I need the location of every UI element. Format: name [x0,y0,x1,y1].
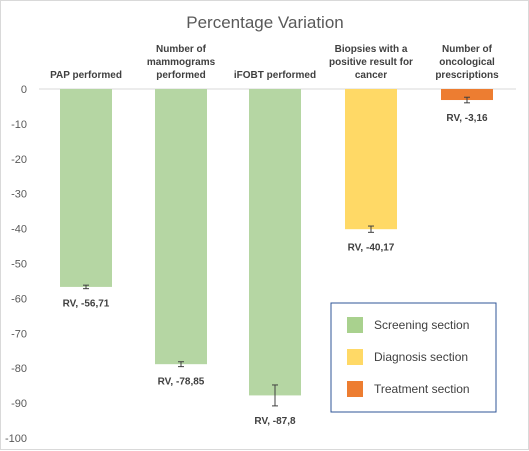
category-label: iFOBT performed [234,70,316,81]
legend-swatch [347,317,363,333]
legend-swatch [347,381,363,397]
bar [441,89,493,101]
category-label: Biopsies with a positive result for cancer [329,44,413,81]
bar [345,89,397,230]
category-labels: PAP performed Number of mammograms performe… [50,44,499,81]
bar [155,89,207,365]
legend-label: Treatment section [374,382,470,396]
data-label: RV, -3,16 [446,113,488,124]
bar [249,89,301,396]
y-tick-label: -80 [11,363,27,375]
data-label: RV, -78,85 [158,377,205,388]
bars [60,89,493,407]
legend-label: Diagnosis section [374,350,468,364]
data-labels: RV, -56,71 RV, -78,85 RV, -87,8 RV, -40,17 R… [63,113,488,427]
data-label: RV, -40,17 [348,242,395,253]
y-tick-label: -40 [11,224,27,236]
y-tick-label: -70 [11,328,27,340]
y-tick-label: -50 [11,259,27,271]
category-label: PAP performed [50,70,122,81]
y-tick-label: -10 [11,119,27,131]
legend-label: Screening section [374,318,469,332]
y-tick-label: 0 [21,84,27,96]
y-tick-label: -30 [11,189,27,201]
legend-swatch [347,349,363,365]
y-tick-label: -90 [11,398,27,410]
legend: Screening section Diagnosis section Treatm… [330,302,497,413]
chart-title: Percentage Variation [186,13,344,32]
category-label: Number of mammograms performed [147,44,216,81]
y-tick-label: -60 [11,293,27,305]
data-label: RV, -87,8 [254,416,296,427]
y-tick-label: -20 [11,154,27,166]
bar [60,89,112,287]
category-label: Number of oncological prescriptions [435,44,499,81]
y-tick-label: -100 [5,433,27,445]
data-label: RV, -56,71 [63,299,110,310]
